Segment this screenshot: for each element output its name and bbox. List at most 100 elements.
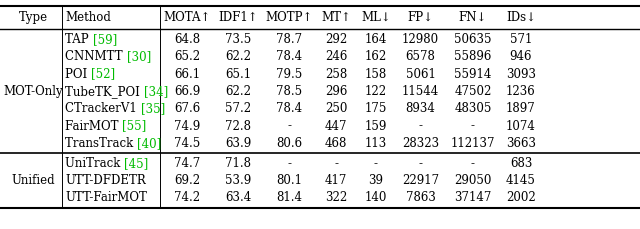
Text: 64.8: 64.8: [174, 33, 200, 46]
Text: 6578: 6578: [406, 50, 435, 63]
Text: 53.9: 53.9: [225, 174, 252, 187]
Text: 164: 164: [365, 33, 387, 46]
Text: UTT-DFDETR: UTT-DFDETR: [65, 174, 146, 187]
Text: 73.5: 73.5: [225, 33, 252, 46]
Text: UniTrack: UniTrack: [65, 157, 124, 170]
Text: 4145: 4145: [506, 174, 536, 187]
Text: 2002: 2002: [506, 191, 536, 204]
Text: 39: 39: [369, 174, 383, 187]
Text: 65.2: 65.2: [174, 50, 200, 63]
Text: 112137: 112137: [451, 137, 495, 150]
Text: 50635: 50635: [454, 33, 492, 46]
Text: -: -: [374, 157, 378, 170]
Text: 37147: 37147: [454, 191, 492, 204]
Text: 162: 162: [365, 50, 387, 63]
Text: -: -: [334, 157, 338, 170]
Text: TAP: TAP: [65, 33, 93, 46]
Text: -: -: [419, 120, 422, 133]
Text: 69.2: 69.2: [174, 174, 200, 187]
Text: 1074: 1074: [506, 120, 536, 133]
Text: 683: 683: [510, 157, 532, 170]
Text: 80.6: 80.6: [276, 137, 303, 150]
Text: -: -: [471, 120, 475, 133]
Text: 29050: 29050: [454, 174, 492, 187]
Text: POI: POI: [65, 68, 91, 81]
Text: -: -: [419, 157, 422, 170]
Text: 11544: 11544: [402, 85, 439, 98]
Text: 48305: 48305: [454, 102, 492, 115]
Text: IDF1↑: IDF1↑: [218, 11, 258, 24]
Text: 66.9: 66.9: [174, 85, 200, 98]
Text: 246: 246: [325, 50, 348, 63]
Text: TubeTK_POI: TubeTK_POI: [65, 85, 144, 98]
Text: 8934: 8934: [406, 102, 435, 115]
Text: 322: 322: [325, 191, 348, 204]
Text: 57.2: 57.2: [225, 102, 252, 115]
Text: 78.4: 78.4: [276, 102, 303, 115]
Text: 78.7: 78.7: [276, 33, 303, 46]
Text: 468: 468: [325, 137, 348, 150]
Text: 28323: 28323: [402, 137, 439, 150]
Text: MOTA↑: MOTA↑: [163, 11, 211, 24]
Text: 250: 250: [325, 102, 348, 115]
Text: 140: 140: [365, 191, 387, 204]
Text: 62.2: 62.2: [225, 50, 251, 63]
Text: 65.1: 65.1: [225, 68, 252, 81]
Text: 946: 946: [509, 50, 532, 63]
Text: 62.2: 62.2: [225, 85, 251, 98]
Text: 122: 122: [365, 85, 387, 98]
Text: [59]: [59]: [93, 33, 116, 46]
Text: 66.1: 66.1: [174, 68, 200, 81]
Text: [40]: [40]: [137, 137, 161, 150]
Text: 296: 296: [325, 85, 348, 98]
Text: [52]: [52]: [91, 68, 115, 81]
Text: ML↓: ML↓: [361, 11, 391, 24]
Text: 22917: 22917: [402, 174, 439, 187]
Text: FP↓: FP↓: [408, 11, 433, 24]
Text: 63.9: 63.9: [225, 137, 252, 150]
Text: CTrackerV1: CTrackerV1: [65, 102, 141, 115]
Text: 78.4: 78.4: [276, 50, 303, 63]
Text: 159: 159: [365, 120, 387, 133]
Text: 3663: 3663: [506, 137, 536, 150]
Text: MOT-Only: MOT-Only: [3, 85, 63, 98]
Text: 80.1: 80.1: [276, 174, 302, 187]
Text: CNNMTT: CNNMTT: [65, 50, 127, 63]
Text: 292: 292: [325, 33, 348, 46]
Text: 55914: 55914: [454, 68, 492, 81]
Text: 571: 571: [510, 33, 532, 46]
Text: MT↑: MT↑: [321, 11, 351, 24]
Text: FairMOT: FairMOT: [65, 120, 122, 133]
Text: 74.7: 74.7: [174, 157, 200, 170]
Text: 113: 113: [365, 137, 387, 150]
Text: [34]: [34]: [144, 85, 168, 98]
Text: 47502: 47502: [454, 85, 492, 98]
Text: TransTrack: TransTrack: [65, 137, 137, 150]
Text: FN↓: FN↓: [459, 11, 487, 24]
Text: [55]: [55]: [122, 120, 147, 133]
Text: 63.4: 63.4: [225, 191, 252, 204]
Text: 158: 158: [365, 68, 387, 81]
Text: -: -: [471, 157, 475, 170]
Text: 74.5: 74.5: [174, 137, 200, 150]
Text: 74.2: 74.2: [174, 191, 200, 204]
Text: [35]: [35]: [141, 102, 165, 115]
Text: 258: 258: [325, 68, 348, 81]
Text: -: -: [287, 120, 291, 133]
Text: UTT-FairMOT: UTT-FairMOT: [65, 191, 147, 204]
Text: 67.6: 67.6: [174, 102, 200, 115]
Text: MOTP↑: MOTP↑: [266, 11, 313, 24]
Text: 12980: 12980: [402, 33, 439, 46]
Text: 3093: 3093: [506, 68, 536, 81]
Text: -: -: [287, 157, 291, 170]
Text: 447: 447: [325, 120, 348, 133]
Text: 5061: 5061: [406, 68, 435, 81]
Text: 71.8: 71.8: [225, 157, 251, 170]
Text: 81.4: 81.4: [276, 191, 302, 204]
Text: Type: Type: [19, 11, 47, 24]
Text: 55896: 55896: [454, 50, 492, 63]
Text: 72.8: 72.8: [225, 120, 251, 133]
Text: 74.9: 74.9: [174, 120, 200, 133]
Text: 78.5: 78.5: [276, 85, 303, 98]
Text: 1236: 1236: [506, 85, 536, 98]
